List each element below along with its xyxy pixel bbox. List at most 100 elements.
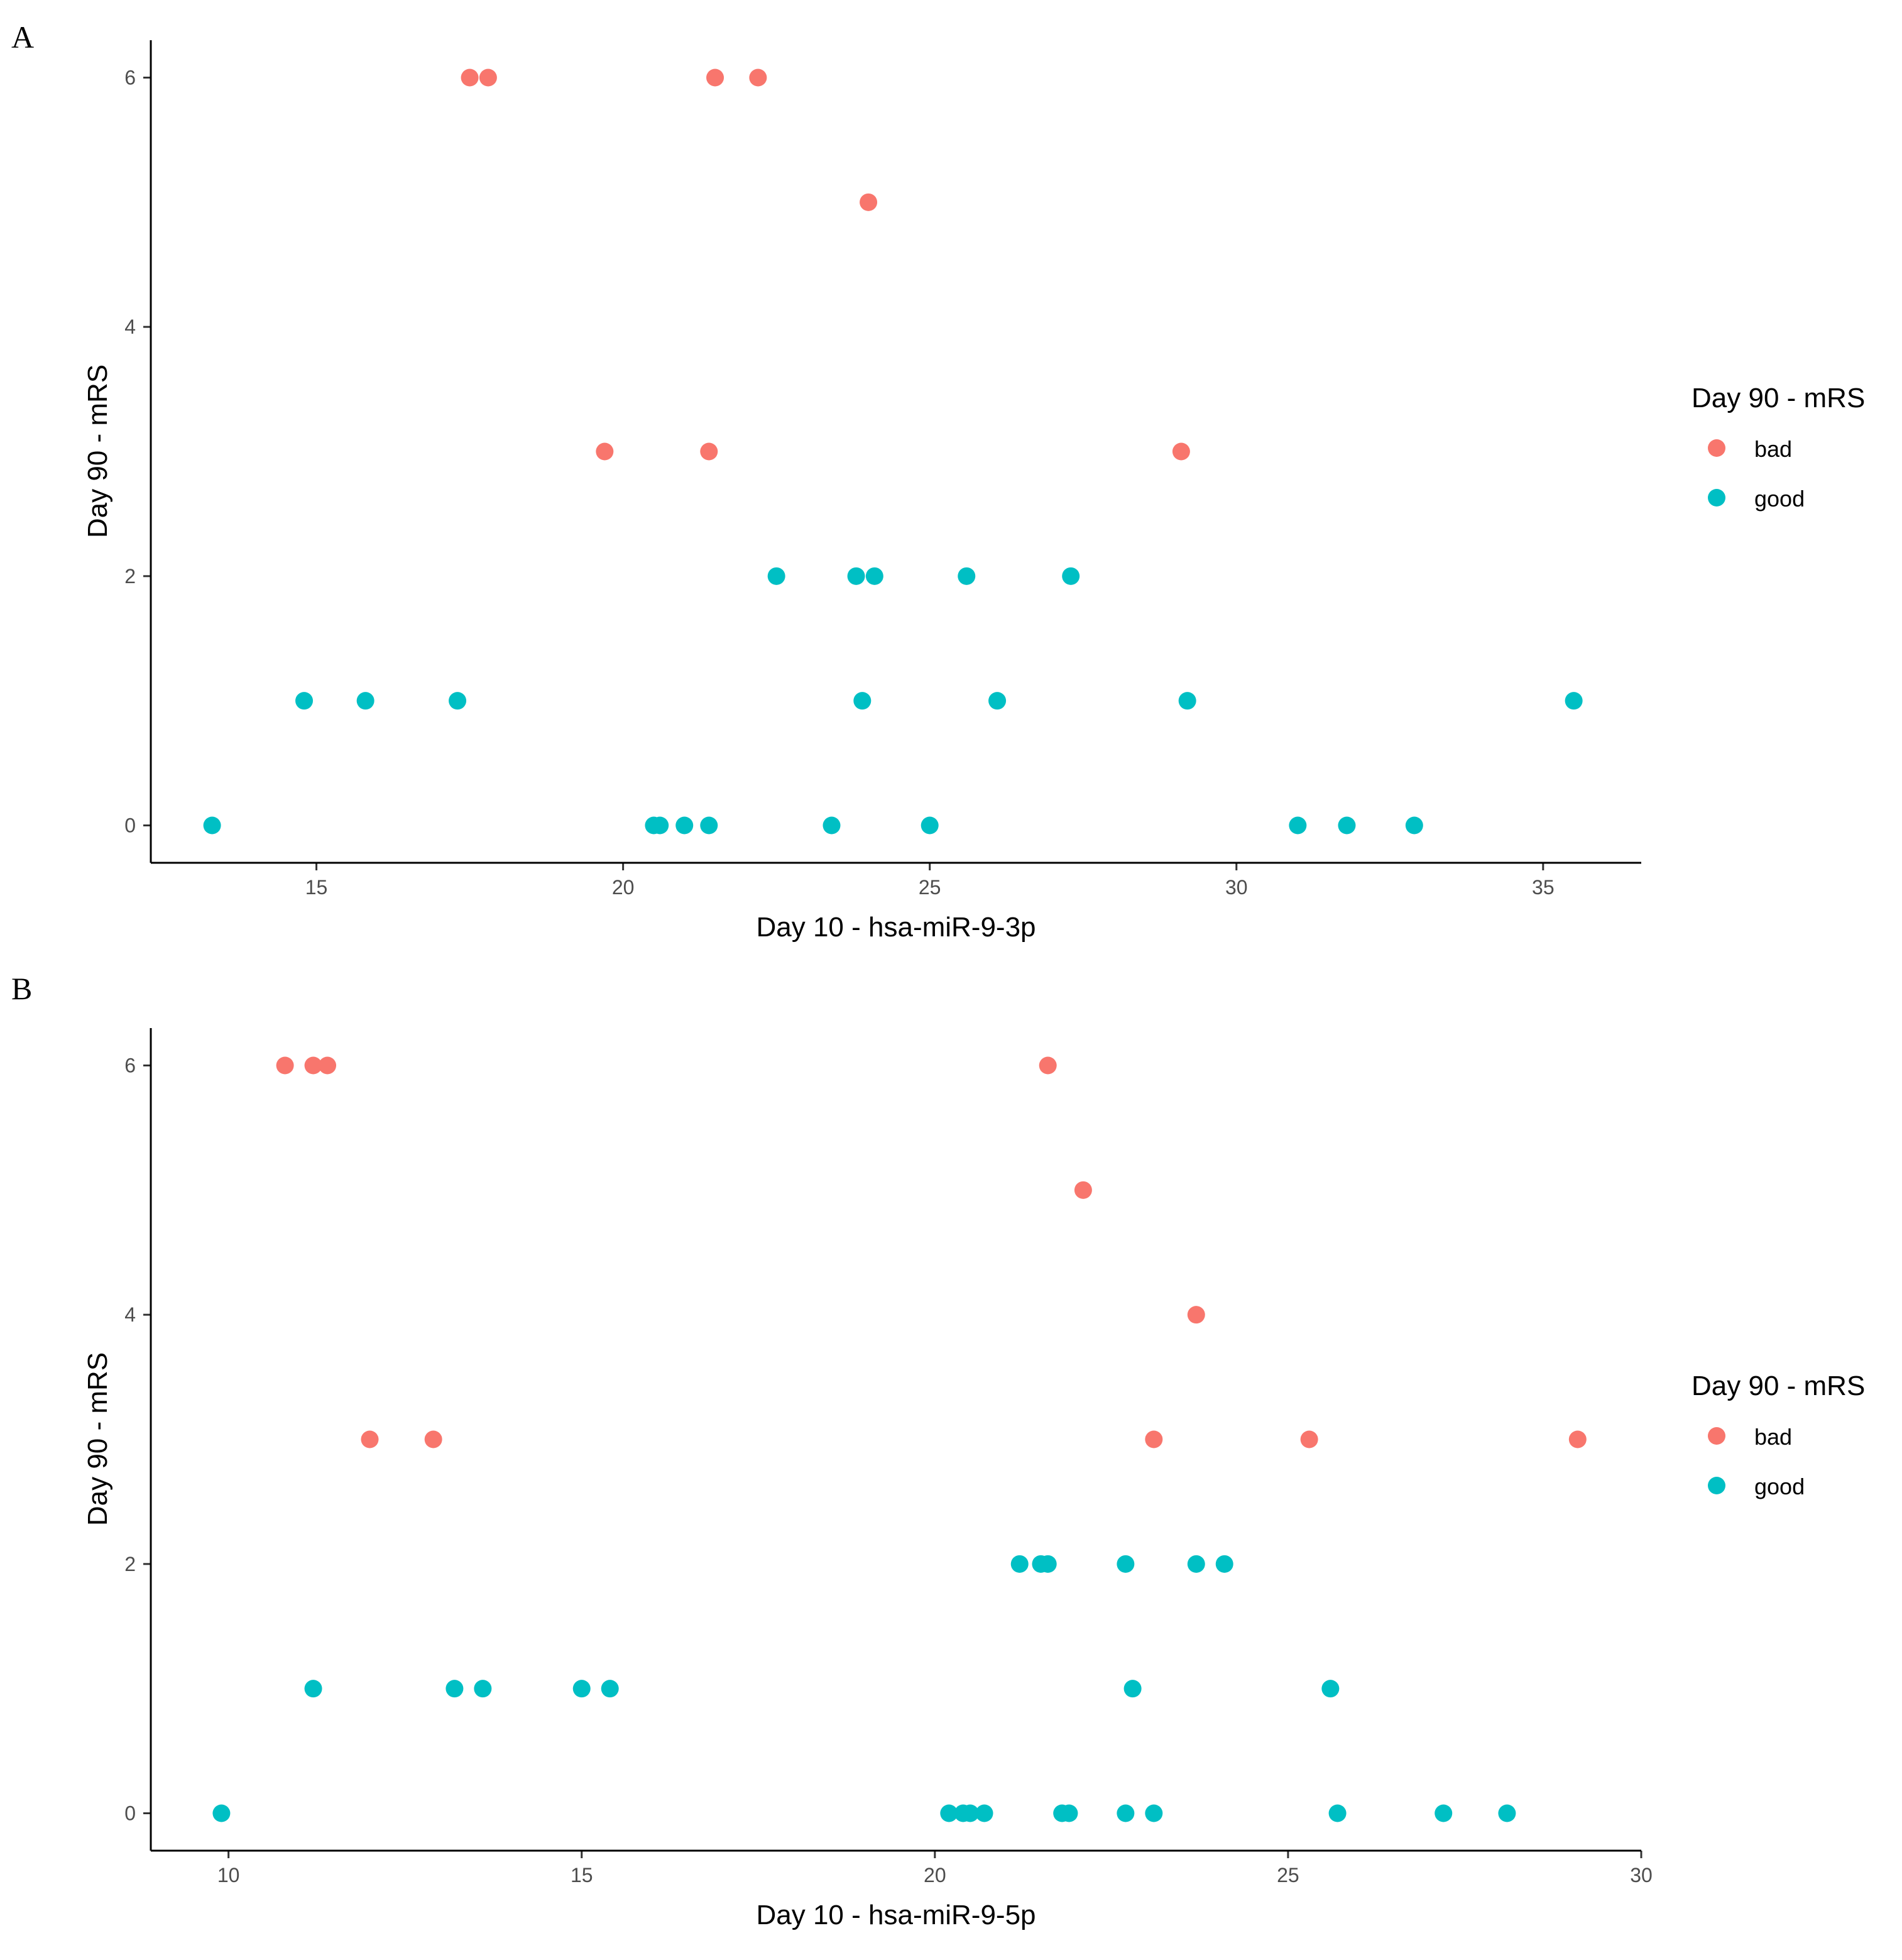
panel-a-y-tick-label-1: 2 bbox=[124, 565, 136, 588]
panel-b-y-tick-label-3: 6 bbox=[124, 1054, 136, 1077]
panel-b-point-good-13 bbox=[212, 1804, 231, 1822]
panel-b-point-bad-10 bbox=[1568, 1430, 1587, 1448]
panel-a-y-tick-label-2: 4 bbox=[124, 315, 136, 338]
panel-b-point-bad-7 bbox=[424, 1430, 442, 1448]
panel-a-y-ticks: 0 2 4 6 bbox=[124, 67, 151, 837]
panel-a-x-tick-label-0: 15 bbox=[305, 876, 328, 899]
panel-b-point-bad-2 bbox=[319, 1056, 337, 1075]
panel-a-point-good-19 bbox=[1289, 816, 1307, 835]
panel-b-x-ticks: 10 15 20 25 30 bbox=[217, 1851, 1653, 1886]
panel-b-x-tick-label-0: 10 bbox=[217, 1864, 240, 1886]
panel-a-point-bad-2 bbox=[706, 68, 724, 87]
panel-a-x-axis-title: Day 10 - hsa-miR-9-3p bbox=[756, 912, 1036, 943]
panel-b-point-good-6 bbox=[304, 1680, 322, 1698]
panel-a-x-tick-label-4: 35 bbox=[1532, 876, 1555, 899]
panel-a-x-tick-label-3: 30 bbox=[1225, 876, 1248, 899]
panel-b-point-good-17 bbox=[975, 1804, 993, 1822]
panel-b-point-good-20 bbox=[1117, 1804, 1135, 1822]
panel-b-point-good-10 bbox=[601, 1680, 619, 1698]
panel-a-point-good-10 bbox=[1178, 692, 1196, 710]
panel-b-point-bad-1 bbox=[304, 1056, 322, 1075]
panel-a-point-good-8 bbox=[853, 692, 872, 710]
panel-b-legend-good-swatch bbox=[1708, 1477, 1725, 1494]
panel-a-point-bad-3 bbox=[749, 68, 767, 87]
panel-a-point-bad-4 bbox=[860, 193, 878, 211]
panel-b-legend-good-label: good bbox=[1754, 1474, 1805, 1499]
panel-a-point-good-9 bbox=[988, 692, 1007, 710]
panel-a-point-good-12 bbox=[203, 816, 221, 835]
panel-a-point-bad-5 bbox=[596, 442, 614, 461]
panel-b-y-tick-label-1: 2 bbox=[124, 1553, 136, 1575]
panel-b-legend-title: Day 90 - mRS bbox=[1692, 1371, 1865, 1401]
panel-b-point-good-0 bbox=[1010, 1555, 1029, 1573]
panel-b-legend-bad-label: bad bbox=[1754, 1424, 1792, 1450]
panel-b-point-bad-0 bbox=[276, 1056, 294, 1075]
panel-a-point-bad-0 bbox=[461, 68, 479, 87]
panel-b-point-good-22 bbox=[1328, 1804, 1347, 1822]
panel-b-point-bad-5 bbox=[1187, 1306, 1205, 1324]
panel-b-point-good-16 bbox=[961, 1804, 980, 1822]
panel-b-point-bad-3 bbox=[1039, 1056, 1057, 1075]
panel-a-point-good-7 bbox=[449, 692, 467, 710]
panel-a-legend-title: Day 90 - mRS bbox=[1692, 383, 1865, 413]
panel-b-point-good-21 bbox=[1145, 1804, 1163, 1822]
panel-b-y-axis-title: Day 90 - mRS bbox=[82, 1352, 113, 1526]
panel-b-legend-bad-swatch bbox=[1708, 1427, 1725, 1445]
panel-a-legend-good-swatch bbox=[1708, 489, 1725, 506]
panel-b-point-good-9 bbox=[572, 1680, 591, 1698]
panel-a-y-tick-label-0: 0 bbox=[124, 814, 136, 837]
panel-b-point-good-23 bbox=[1435, 1804, 1453, 1822]
panel-a-label: A bbox=[11, 19, 34, 55]
panel-a-point-good-16 bbox=[700, 816, 718, 835]
panel-a-point-good-11 bbox=[1565, 692, 1583, 710]
panel-b-y-tick-label-0: 0 bbox=[124, 1802, 136, 1825]
panel-b-point-good-8 bbox=[474, 1680, 492, 1698]
panel-a-legend-good-label: good bbox=[1754, 486, 1805, 512]
panel-a-point-good-18 bbox=[921, 816, 939, 835]
panel-a-point-good-20 bbox=[1338, 816, 1356, 835]
panel-a-y-axis-title: Day 90 - mRS bbox=[82, 364, 113, 538]
panel-a-x-ticks: 15 20 25 30 35 bbox=[305, 863, 1555, 899]
panel-b-point-good-5 bbox=[1215, 1555, 1233, 1573]
panel-b-point-good-24 bbox=[1498, 1804, 1516, 1822]
panel-b-legend: Day 90 - mRS bad good bbox=[1692, 1371, 1865, 1499]
panel-a-x-tick-label-2: 25 bbox=[919, 876, 941, 899]
panel-b-points bbox=[212, 1056, 1587, 1822]
panel-b-x-tick-label-1: 15 bbox=[571, 1864, 593, 1886]
panel-a-legend-bad-swatch bbox=[1708, 439, 1725, 457]
panel-a-point-good-2 bbox=[865, 567, 883, 585]
panel-b-x-tick-label-3: 25 bbox=[1277, 1864, 1299, 1886]
panel-a-point-bad-1 bbox=[479, 68, 497, 87]
panel-b-point-bad-8 bbox=[1145, 1430, 1163, 1448]
panel-b-x-tick-label-2: 20 bbox=[924, 1864, 946, 1886]
panel-b-point-bad-9 bbox=[1300, 1430, 1318, 1448]
panel-b-point-good-11 bbox=[1123, 1680, 1142, 1698]
panel-b-y-tick-label-2: 4 bbox=[124, 1303, 136, 1326]
panel-a-legend-bad-label: bad bbox=[1754, 436, 1792, 462]
panel-b-point-bad-4 bbox=[1074, 1181, 1092, 1199]
panel-a-legend: Day 90 - mRS bad good bbox=[1692, 383, 1865, 512]
panel-a-points bbox=[203, 68, 1583, 835]
panel-a-point-good-3 bbox=[958, 567, 976, 585]
panel-b-x-axis-title: Day 10 - hsa-miR-9-5p bbox=[756, 1900, 1036, 1930]
panel-b-point-bad-6 bbox=[361, 1430, 379, 1448]
panel-a-point-good-0 bbox=[767, 567, 785, 585]
panel-a-point-good-6 bbox=[356, 692, 374, 710]
panel-b-point-good-3 bbox=[1117, 1555, 1135, 1573]
panel-a-point-good-5 bbox=[295, 692, 314, 710]
panel-a-point-bad-6 bbox=[700, 442, 718, 461]
panel-a-y-tick-label-3: 6 bbox=[124, 67, 136, 89]
panel-a-point-good-14 bbox=[651, 816, 669, 835]
panel-b-point-good-2 bbox=[1039, 1555, 1057, 1573]
panel-b-point-good-7 bbox=[445, 1680, 464, 1698]
panel-a-point-good-21 bbox=[1405, 816, 1423, 835]
panel-b-point-good-19 bbox=[1060, 1804, 1078, 1822]
panel-a-point-good-17 bbox=[823, 816, 841, 835]
panel-b-point-good-14 bbox=[940, 1804, 958, 1822]
panel-a-point-good-1 bbox=[847, 567, 865, 585]
panel-b-y-ticks: 0 2 4 6 bbox=[124, 1054, 151, 1825]
panel-b-point-good-4 bbox=[1187, 1555, 1205, 1573]
